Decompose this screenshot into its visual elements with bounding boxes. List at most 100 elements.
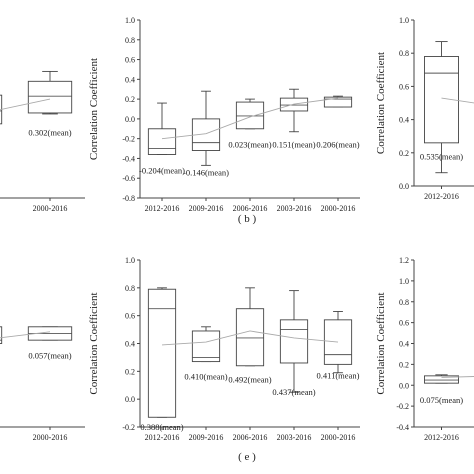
box-plot [0,94,3,125]
box-plot [279,88,309,133]
x-tick-label: 2009-2016 [189,204,224,213]
y-tick-label: 0.6 [125,56,135,65]
x-tick-label: 2006-2016 [233,433,268,442]
mean-trend-line [161,97,339,140]
box-plot [424,374,460,384]
iqr-box [235,101,265,130]
x-tick-label: 2003-2016 [277,433,312,442]
panel-b: 1.0 0.8 0.6 0.4 0.2 0.0 -0.2 -0.4 -0.6 -0.8 Correl… [88,16,360,225]
mean-trend-line [441,376,474,378]
iqr-box [27,80,73,114]
y-tick-label: 0.0 [399,381,409,390]
x-tick-label: 2000-2016 [33,204,68,213]
y-tick-label: 0.6 [125,312,135,321]
x-tick-label: 2000-2016 [321,204,356,213]
panels-layer: 2003-20162000-20160.068(mean)0.302(mean)… [0,16,474,463]
box-plot [191,326,221,363]
x-tick-label: 2012-2016 [145,433,180,442]
box-plot [191,90,221,166]
iqr-box [0,326,3,344]
panel-label: ( b ) [238,213,257,225]
y-axis-label: Correlation Coefficient [88,292,100,394]
mean-annotation: 0.535(mean) [420,151,463,161]
y-tick-label: 0.2 [125,367,135,376]
panel-f: 1.2 1.0 0.8 0.6 0.4 0.2 0.0 -0.2 -0.4 Correlation… [375,256,474,442]
y-tick-label: 0.4 [399,340,409,349]
y-tick-label: 0.2 [125,95,135,104]
y-tick-label: 0.8 [125,36,135,45]
y-tick-label: -0.8 [122,194,135,203]
y-tick-label: 0.8 [399,298,409,307]
y-tick-label: 1.0 [125,256,135,265]
iqr-box [323,96,353,108]
panel-e: 1.0 0.8 0.6 0.4 0.2 0.0 -0.2 Correlation Coeffi… [88,256,360,463]
y-tick-label: 0.4 [125,75,135,84]
mean-annotation: 0.023(mean) [228,140,271,150]
y-tick-label: -0.2 [122,135,135,144]
y-tick-label: 1.0 [399,277,409,286]
box-plot [235,287,265,367]
y-tick-label: 1.0 [399,16,409,25]
panel-label: ( e ) [238,451,256,463]
mean-annotation: 0.206(mean) [316,140,359,150]
mean-trend-line [441,97,474,104]
iqr-box [235,308,265,367]
iqr-box [279,319,309,364]
y-tick-label: 0.4 [399,116,409,125]
mean-annotation: 0.151(mean) [272,140,315,150]
mean-annotation: 0.437(mean) [272,387,315,397]
iqr-box [147,128,177,155]
y-tick-label: 0.6 [399,82,409,91]
iqr-box [424,375,460,384]
box-plot [279,290,309,393]
y-tick-label: -0.2 [396,402,409,411]
iqr-box [147,288,177,418]
iqr-box [279,97,309,112]
mean-annotation: 0.411(mean) [317,370,360,380]
box-plot [27,70,73,115]
mean-annotation: 0.057(mean) [28,351,71,361]
y-tick-label: 0.0 [125,115,135,124]
mean-trend-line [0,331,51,339]
y-tick-label: -0.6 [122,174,135,183]
y-tick-label: 0.4 [125,340,135,349]
y-tick-label: 0.2 [399,360,409,369]
x-tick-label: 2012-2016 [424,192,459,201]
mean-annotation: 0.075(mean) [420,395,463,405]
box-plot [0,326,3,344]
box-plot [235,98,265,130]
y-tick-label: 0.8 [399,49,409,58]
y-tick-label: 0.2 [399,149,409,158]
y-tick-label: 0.6 [399,319,409,328]
x-tick-label: 2000-2016 [33,433,68,442]
y-axis-label: Correlation Coefficient [375,292,387,394]
mean-trend-line [0,98,51,111]
mean-annotation: 0.388(mean) [140,422,183,432]
y-tick-label: -0.4 [396,423,409,432]
y-tick-label: 1.2 [399,256,409,265]
panel-c: 1.0 0.8 0.6 0.4 0.2 0.0 Correlation Coefficien… [375,16,474,201]
box-plot [147,102,177,155]
mean-annotation: 0.492(mean) [228,374,271,384]
y-tick-label: 0.8 [125,284,135,293]
mean-annotation: -0.204(mean) [139,165,185,175]
x-tick-label: 2003-2016 [277,204,312,213]
y-tick-label: 0.0 [125,395,135,404]
x-tick-label: 2012-2016 [145,204,180,213]
iqr-box [191,330,221,363]
mean-annotation: 0.410(mean) [184,372,227,382]
mean-trend-line [161,330,339,346]
y-axis-label: Correlation Coefficient [375,52,387,154]
x-tick-label: 2000-2016 [321,433,356,442]
x-tick-label: 2009-2016 [189,433,224,442]
box-plot [147,287,177,418]
mean-annotation: -0.146(mean) [183,167,229,177]
y-axis-label: Correlation Coefficient [88,58,100,160]
x-tick-label: 2006-2016 [233,204,268,213]
box-plot [323,95,353,108]
mean-annotation: 0.302(mean) [28,128,71,138]
y-tick-label: 1.0 [125,16,135,25]
